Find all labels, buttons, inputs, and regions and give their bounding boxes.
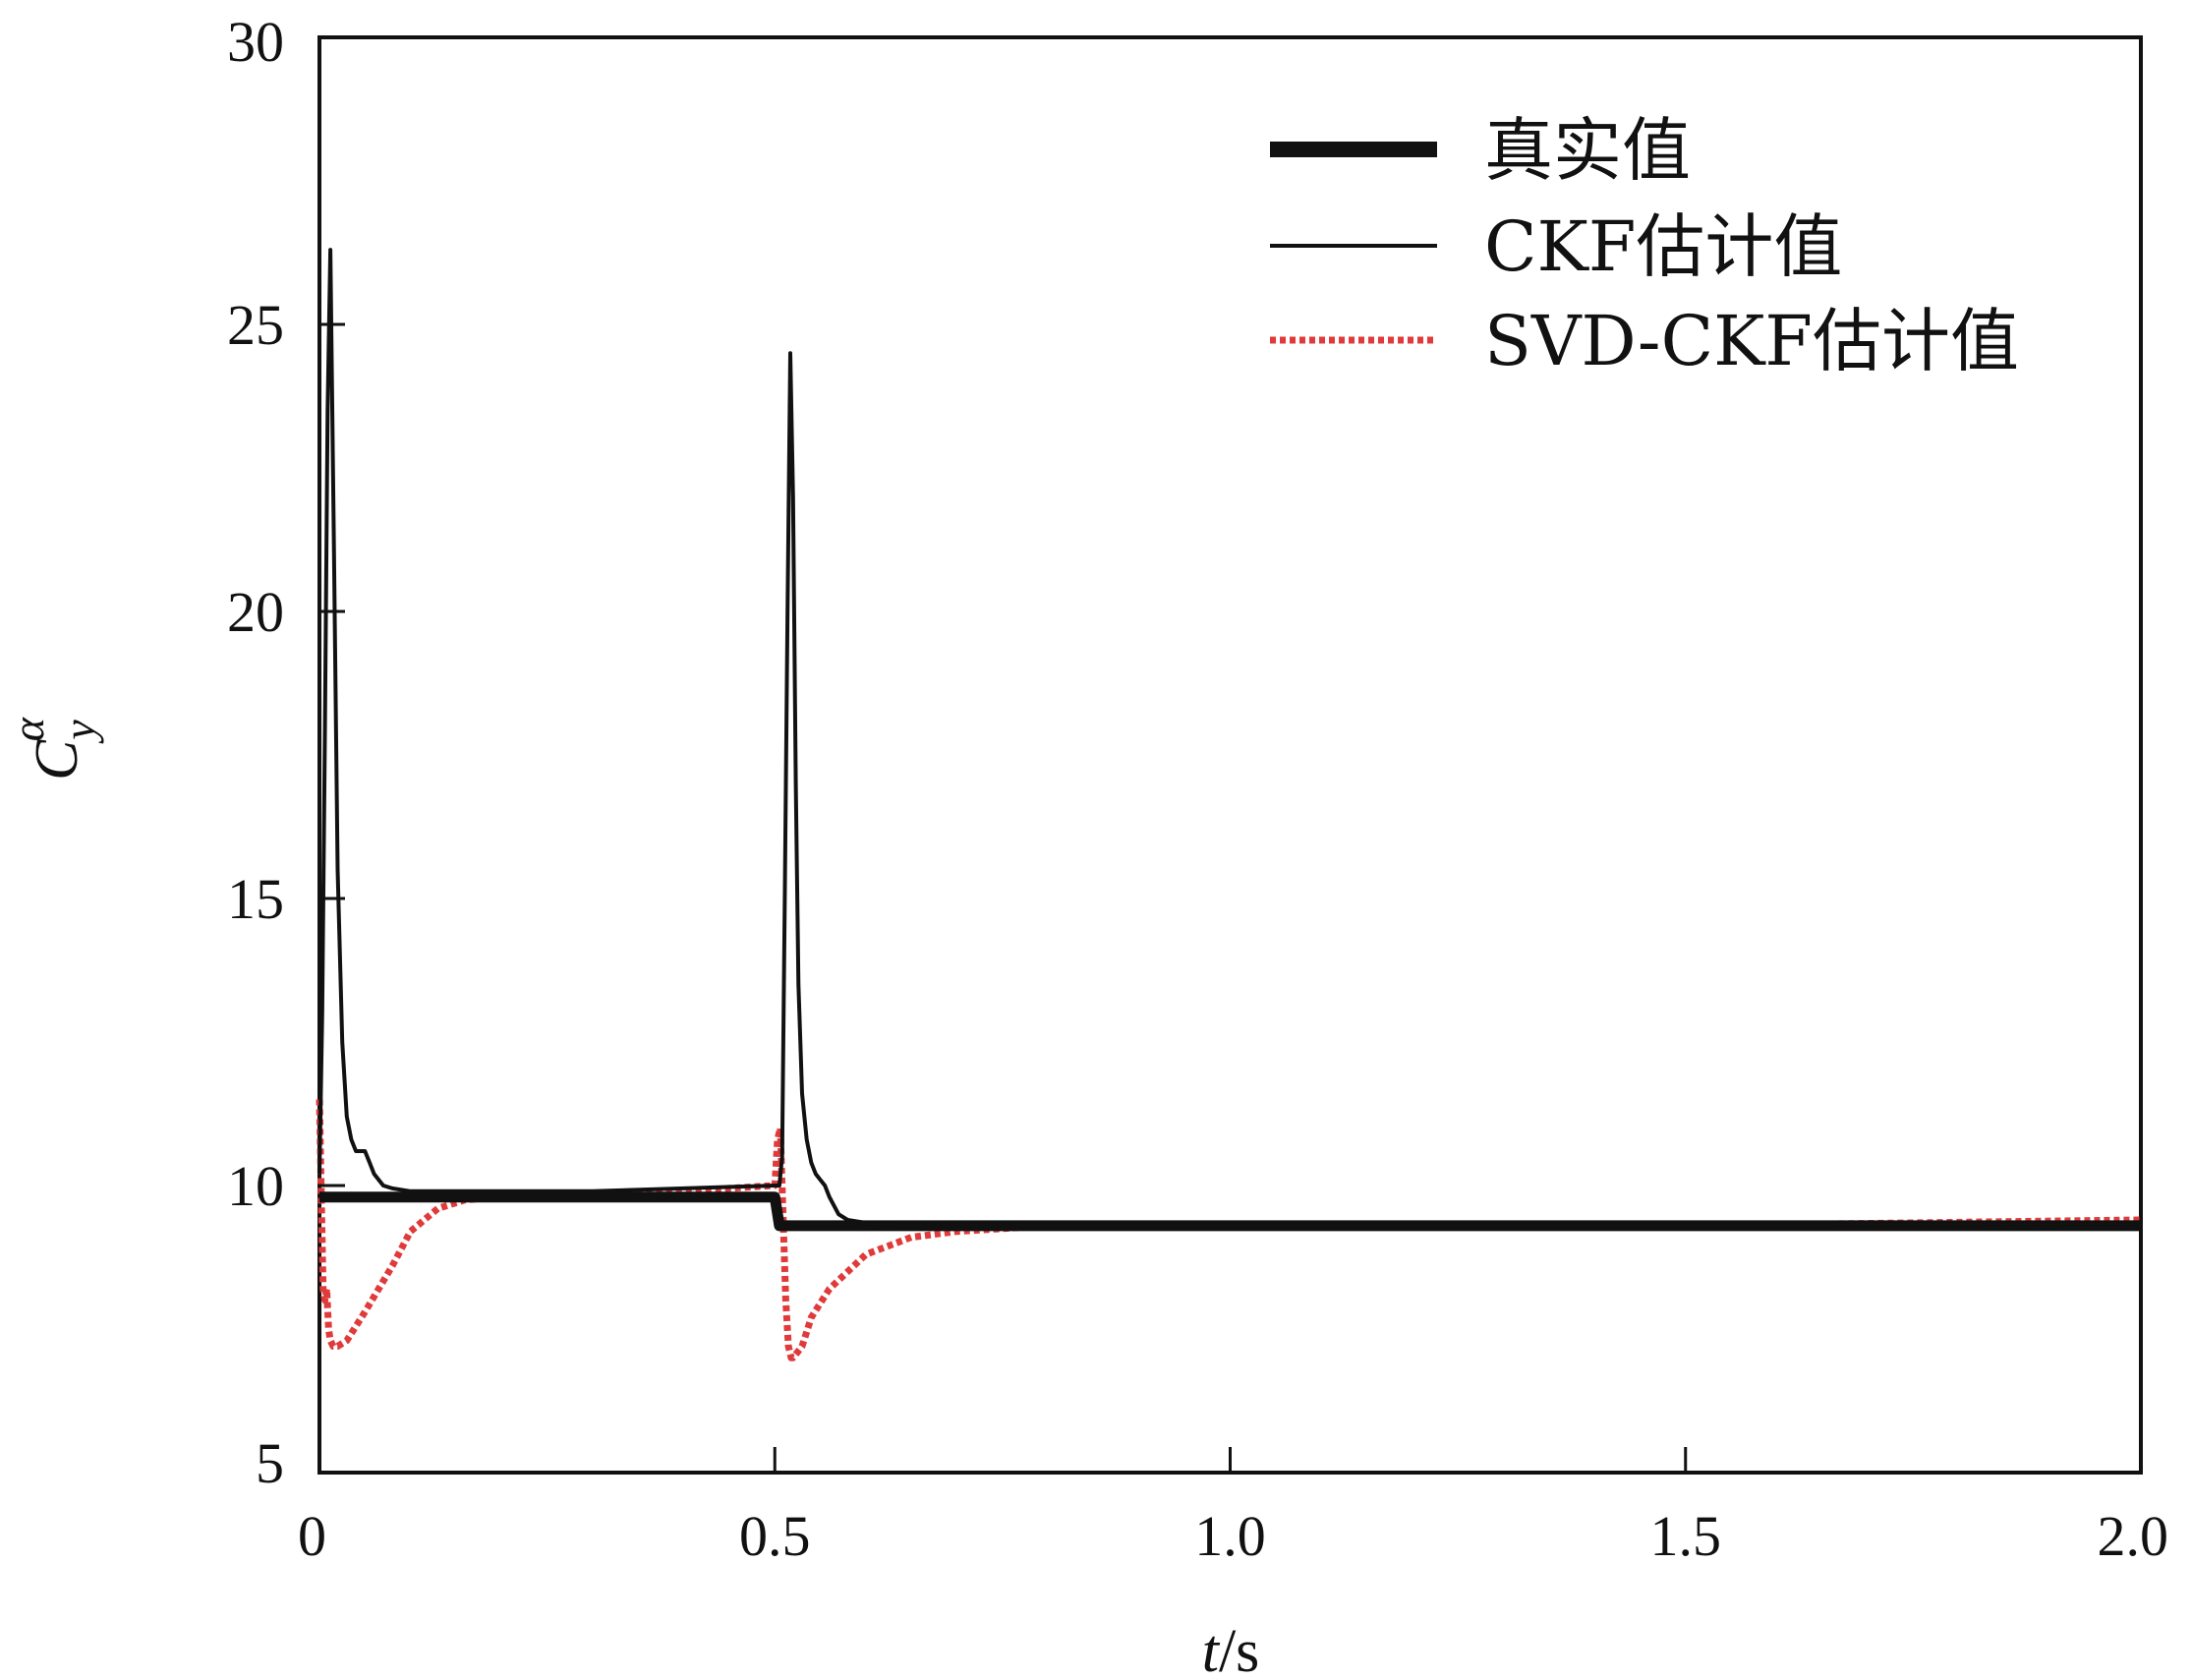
- x-axis-label: t/s: [1202, 1618, 1260, 1680]
- x-axis-label-unit: /s: [1219, 1618, 1259, 1680]
- x-tick-label: 0.5: [739, 1504, 811, 1568]
- y-tick-label: 15: [227, 867, 284, 931]
- legend-label: CKF估计值: [1484, 206, 1842, 287]
- series-line-0: [319, 1191, 2141, 1232]
- x-axis-label-var: t: [1202, 1618, 1221, 1680]
- y-tick-label: 5: [256, 1431, 284, 1495]
- y-tick-label: 10: [227, 1154, 284, 1218]
- y-tick-label: 25: [227, 293, 284, 357]
- svg-text:Cyα: Cyα: [3, 717, 104, 781]
- legend-label: SVD-CKF估计值: [1484, 301, 2019, 381]
- series-line-1: [317, 248, 2142, 1228]
- y-axis-label-var: C: [24, 739, 90, 781]
- y-axis-label-sup: α: [3, 717, 53, 741]
- legend: 真实值 CKF估计值 SVD-CKF估计值: [1270, 110, 2019, 381]
- y-tick-label: 30: [227, 10, 284, 74]
- axis-ticks: 0 0.5 1.0 1.5 2.0 5 10 15 20 25 30: [227, 10, 2168, 1568]
- plot-frame: [317, 35, 2143, 1475]
- legend-label: 真实值: [1484, 110, 1691, 191]
- series-lines: [316, 248, 2142, 1361]
- y-axis-label: Cyα: [3, 717, 104, 781]
- x-tick-label: 0: [298, 1504, 326, 1568]
- x-tick-label: 1.5: [1650, 1504, 1722, 1568]
- y-tick-label: 20: [227, 580, 284, 644]
- x-tick-label: 2.0: [2098, 1504, 2169, 1568]
- x-tick-label: 1.0: [1194, 1504, 1266, 1568]
- y-axis-label-sub: y: [54, 720, 104, 744]
